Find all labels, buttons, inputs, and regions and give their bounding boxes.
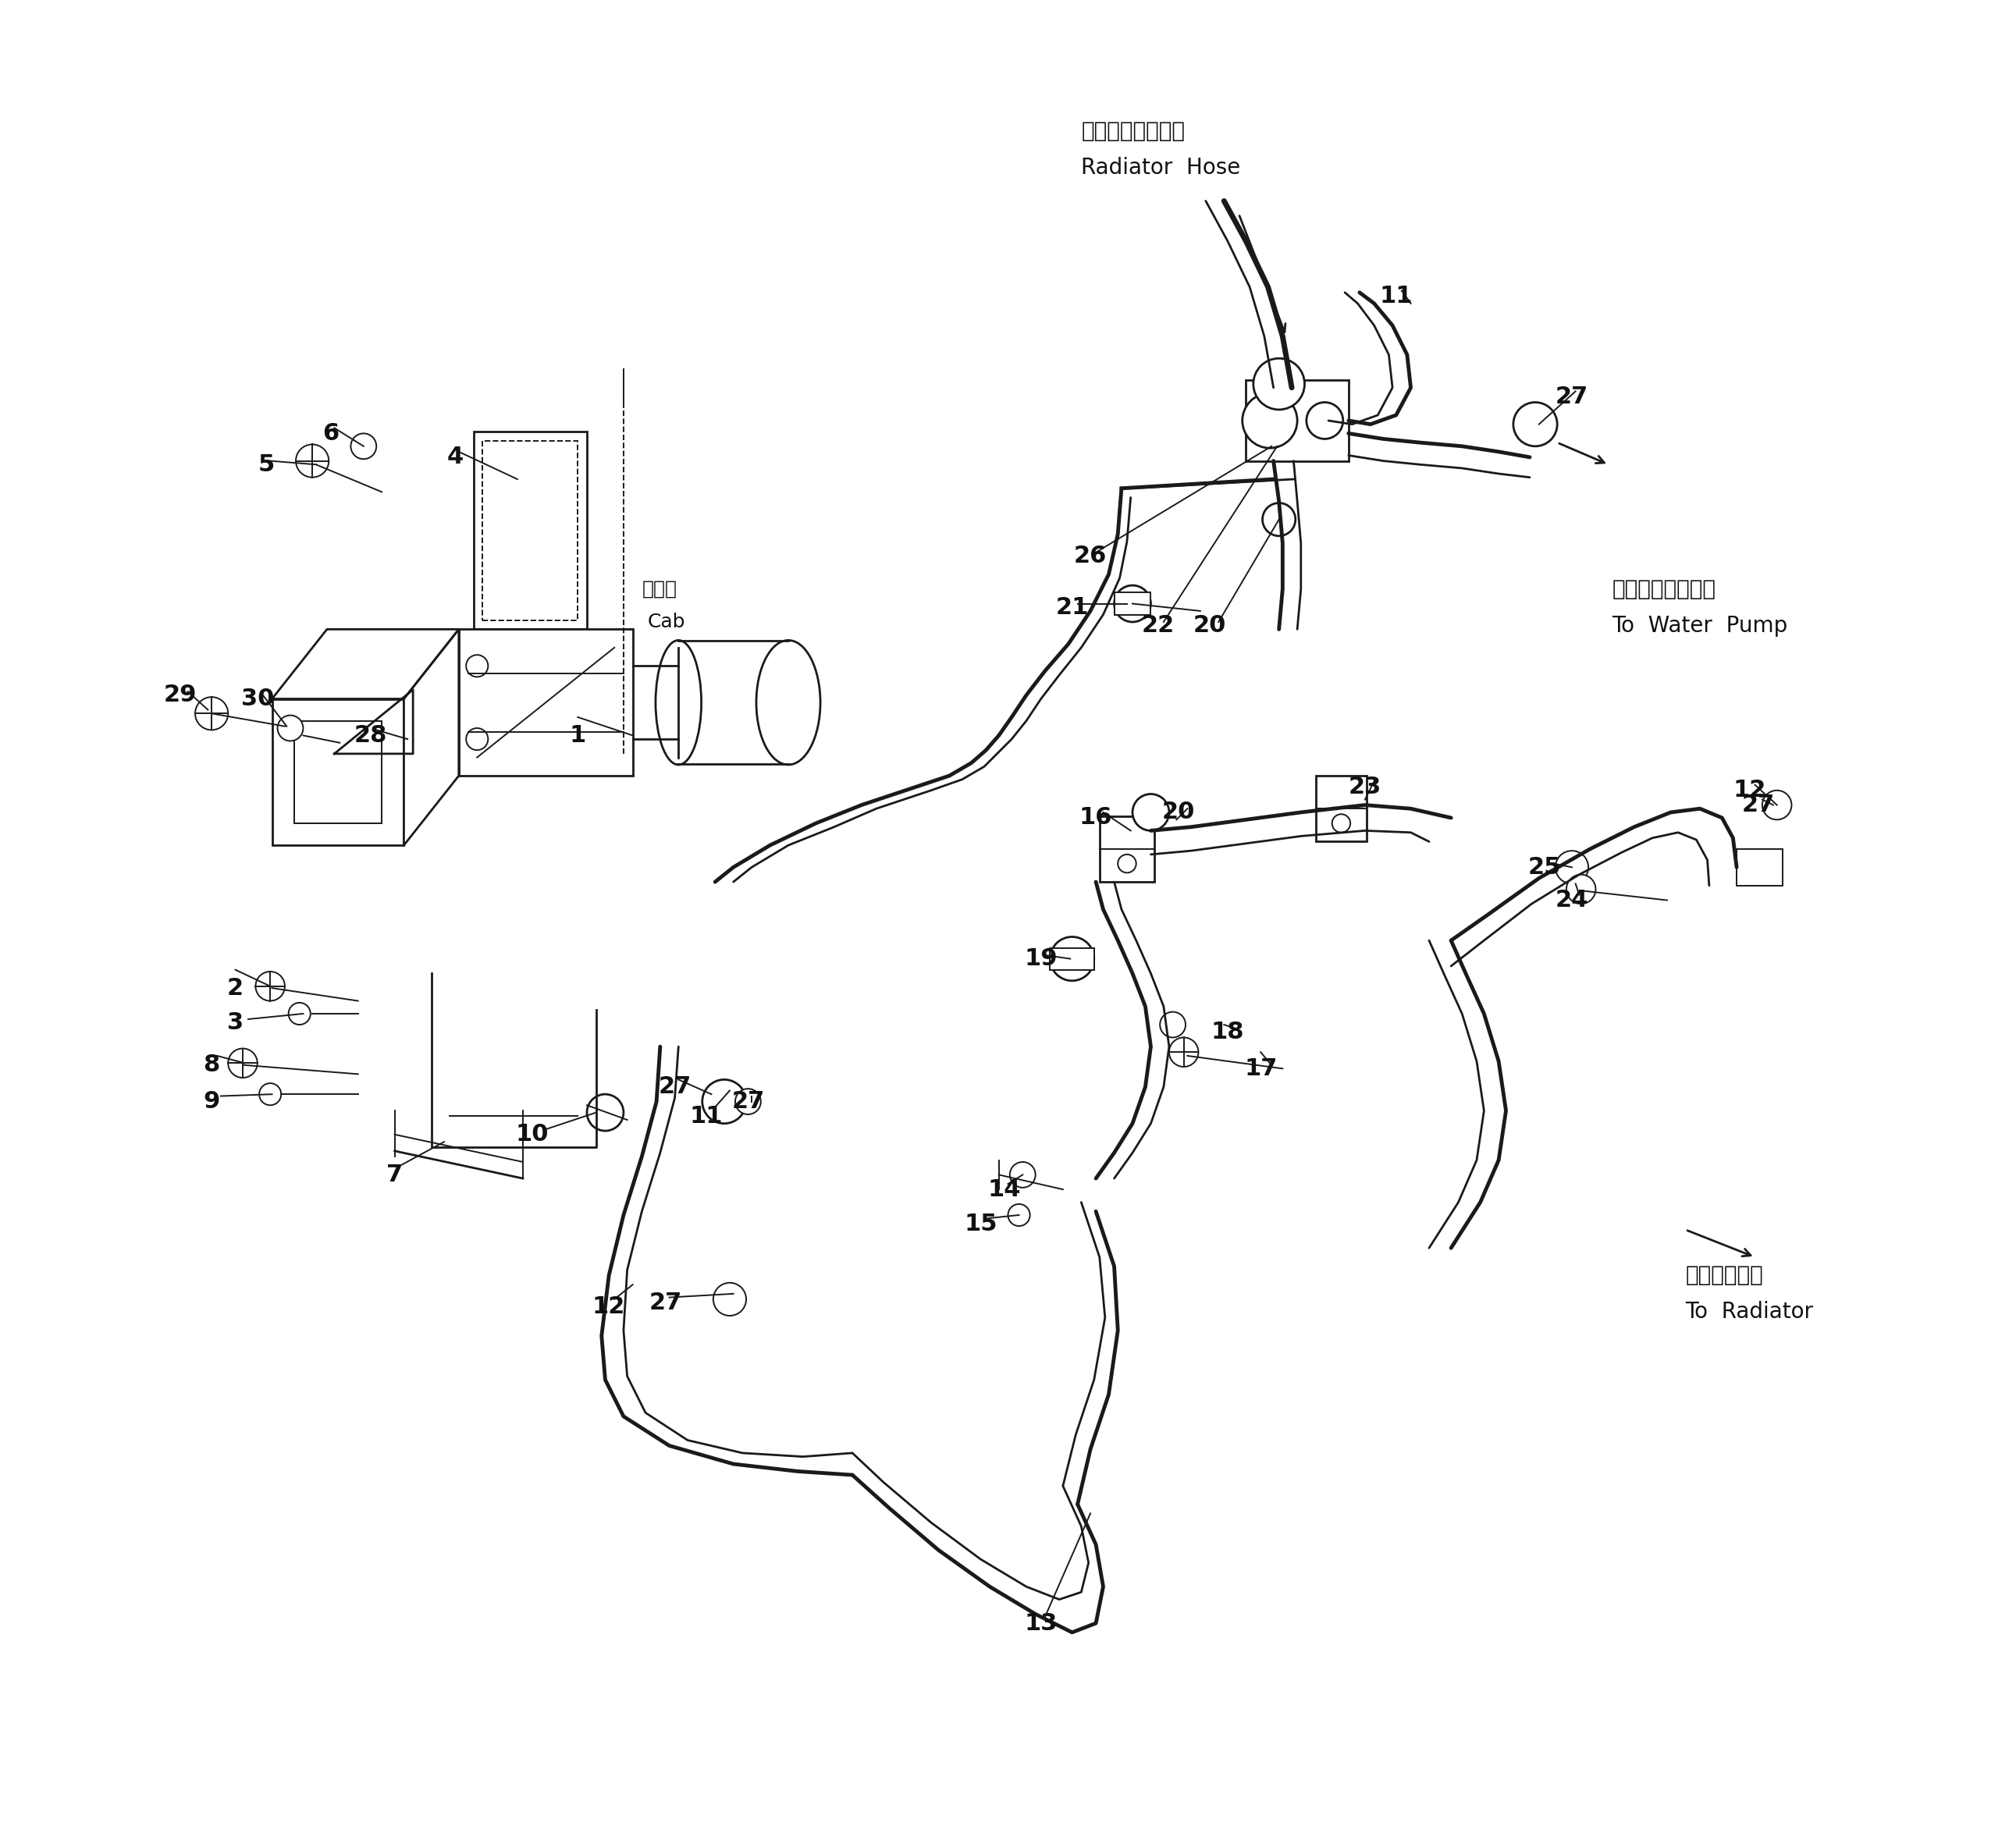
Text: 30: 30: [240, 687, 274, 711]
Text: 27: 27: [649, 1291, 681, 1313]
Text: 27: 27: [1742, 794, 1776, 816]
Bar: [272, 698, 403, 845]
Text: 15: 15: [964, 1212, 998, 1236]
Bar: [1246, 380, 1349, 461]
Circle shape: [1008, 1203, 1030, 1225]
Text: Radiator  Hose: Radiator Hose: [1081, 158, 1240, 178]
Circle shape: [256, 972, 284, 1001]
Circle shape: [714, 1282, 746, 1315]
Circle shape: [466, 727, 488, 749]
Circle shape: [1133, 794, 1169, 830]
Circle shape: [1115, 586, 1151, 623]
Text: 16: 16: [1079, 806, 1113, 828]
Bar: [1115, 593, 1151, 615]
Circle shape: [1010, 1163, 1036, 1187]
Text: To  Radiator: To Radiator: [1685, 1301, 1812, 1323]
Text: 27: 27: [1556, 386, 1589, 408]
Bar: [1050, 948, 1095, 970]
Circle shape: [1159, 1012, 1185, 1038]
Text: 8: 8: [204, 1054, 220, 1076]
Text: 27: 27: [659, 1076, 691, 1099]
Text: ラジエータホース: ラジエータホース: [1081, 121, 1185, 141]
Text: 12: 12: [1734, 779, 1766, 801]
Bar: [1099, 816, 1155, 882]
Text: 17: 17: [1244, 1058, 1278, 1080]
Circle shape: [1306, 402, 1343, 439]
Text: 19: 19: [1024, 948, 1058, 970]
Circle shape: [1169, 1038, 1198, 1067]
Text: ウォータポンプヘ: ウォータポンプヘ: [1613, 579, 1716, 601]
Text: 2: 2: [228, 977, 244, 999]
Circle shape: [1242, 393, 1296, 448]
Circle shape: [1556, 851, 1589, 884]
Text: 27: 27: [732, 1089, 764, 1113]
Bar: [474, 432, 587, 630]
Circle shape: [1262, 503, 1296, 536]
Circle shape: [736, 1089, 760, 1115]
Circle shape: [228, 1049, 258, 1078]
Text: 21: 21: [1056, 595, 1089, 619]
Bar: [1316, 775, 1367, 841]
Circle shape: [1254, 358, 1304, 410]
Text: ラジエータヘ: ラジエータヘ: [1685, 1264, 1764, 1286]
Circle shape: [1514, 402, 1556, 446]
Polygon shape: [403, 630, 460, 845]
Text: 6: 6: [323, 423, 339, 445]
Circle shape: [1566, 874, 1597, 904]
Circle shape: [296, 445, 329, 478]
Text: 25: 25: [1528, 856, 1560, 878]
Text: 3: 3: [228, 1012, 244, 1034]
Text: 22: 22: [1141, 614, 1175, 637]
Circle shape: [288, 1003, 310, 1025]
Text: 23: 23: [1349, 775, 1381, 797]
Text: 28: 28: [355, 724, 387, 748]
Ellipse shape: [756, 641, 821, 764]
Text: キャブ: キャブ: [641, 580, 677, 599]
Circle shape: [1117, 854, 1137, 873]
Text: 7: 7: [387, 1163, 403, 1187]
Text: 24: 24: [1554, 889, 1589, 911]
Text: 13: 13: [1024, 1611, 1058, 1635]
Circle shape: [196, 696, 228, 729]
Text: 20: 20: [1193, 614, 1226, 637]
Bar: [294, 720, 381, 823]
Text: 14: 14: [988, 1178, 1020, 1201]
Text: 9: 9: [204, 1089, 220, 1113]
Bar: [460, 630, 633, 775]
Bar: [1736, 849, 1782, 885]
Text: 1: 1: [569, 724, 587, 748]
Text: 4: 4: [448, 446, 464, 468]
Circle shape: [278, 715, 302, 740]
Text: Cab: Cab: [647, 612, 685, 632]
Text: 18: 18: [1212, 1021, 1244, 1043]
Circle shape: [351, 434, 377, 459]
Bar: [482, 441, 579, 621]
Polygon shape: [272, 630, 460, 698]
Circle shape: [466, 656, 488, 676]
Circle shape: [1333, 814, 1351, 832]
Text: 26: 26: [1075, 546, 1107, 568]
Text: 20: 20: [1161, 801, 1195, 823]
Circle shape: [1762, 790, 1792, 819]
Text: To  Water  Pump: To Water Pump: [1613, 615, 1788, 637]
Text: 11: 11: [689, 1104, 722, 1128]
Text: 10: 10: [516, 1122, 548, 1146]
Circle shape: [1050, 937, 1095, 981]
Circle shape: [702, 1080, 746, 1124]
Circle shape: [587, 1095, 623, 1132]
Text: 29: 29: [163, 683, 198, 707]
Text: 5: 5: [258, 454, 274, 476]
Ellipse shape: [655, 641, 702, 764]
Text: 11: 11: [1379, 285, 1413, 307]
Circle shape: [260, 1084, 280, 1106]
Text: 12: 12: [593, 1295, 625, 1317]
